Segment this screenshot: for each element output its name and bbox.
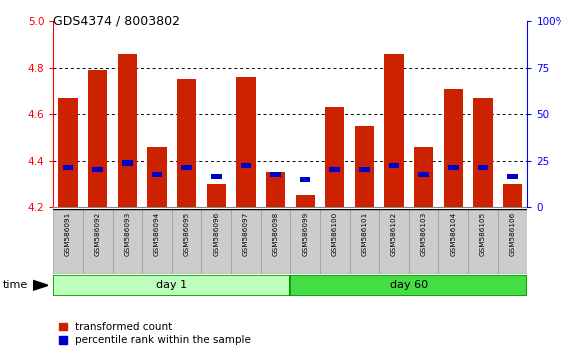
Text: GSM586101: GSM586101 [361,212,367,256]
Bar [93,167,103,172]
Bar [439,209,468,274]
Bar [118,54,137,207]
Bar [320,209,350,274]
Text: GSM586099: GSM586099 [302,212,308,256]
Bar [419,172,429,177]
Bar [206,184,226,207]
Text: GSM586094: GSM586094 [154,212,160,256]
Text: GSM586105: GSM586105 [480,212,486,256]
Bar [444,88,463,207]
Bar [473,98,493,207]
Polygon shape [33,280,48,290]
Bar [142,209,172,274]
Bar [296,195,315,207]
Bar [231,209,261,274]
Text: GSM586102: GSM586102 [391,212,397,256]
Text: GSM586104: GSM586104 [450,212,456,256]
Text: time: time [3,280,28,290]
Bar [300,177,310,182]
Bar [355,126,374,207]
Bar [83,209,113,274]
Bar [53,275,290,296]
Text: day 1: day 1 [157,280,187,290]
Bar [329,167,340,172]
Bar [53,209,83,274]
Bar [507,174,518,179]
Bar [148,147,167,207]
Bar [113,209,142,274]
Bar [290,275,527,296]
Bar [350,209,379,274]
Text: GSM586091: GSM586091 [65,212,71,256]
Text: GSM586106: GSM586106 [509,212,516,256]
Bar [122,160,132,166]
Bar [448,165,458,170]
Bar [409,209,439,274]
Text: GSM586096: GSM586096 [213,212,219,256]
Bar [261,209,291,274]
Text: GSM586092: GSM586092 [95,212,101,256]
Bar [63,165,73,170]
Bar [384,54,404,207]
Bar [172,209,201,274]
Legend: transformed count, percentile rank within the sample: transformed count, percentile rank withi… [58,322,251,345]
Bar [389,163,399,168]
Bar [468,209,498,274]
Text: GSM586098: GSM586098 [273,212,278,256]
Bar [266,172,285,207]
Text: GDS4374 / 8003802: GDS4374 / 8003802 [53,14,180,27]
Bar [359,167,370,172]
Text: GSM586093: GSM586093 [125,212,130,256]
Bar [325,107,344,207]
Bar [58,98,78,207]
Bar [177,79,196,207]
Bar [151,172,162,177]
Text: GSM586097: GSM586097 [243,212,249,256]
Text: GSM586100: GSM586100 [332,212,338,256]
Bar [88,70,107,207]
Bar [290,209,320,274]
Bar [503,184,522,207]
Bar [477,165,488,170]
Bar [379,209,409,274]
Bar [414,147,433,207]
Bar [241,163,251,168]
Bar [270,172,281,177]
Bar [201,209,231,274]
Bar [498,209,527,274]
Bar [236,77,255,207]
Bar [211,174,222,179]
Text: GSM586095: GSM586095 [183,212,190,256]
Bar [181,165,192,170]
Text: day 60: day 60 [390,280,428,290]
Text: GSM586103: GSM586103 [421,212,427,256]
